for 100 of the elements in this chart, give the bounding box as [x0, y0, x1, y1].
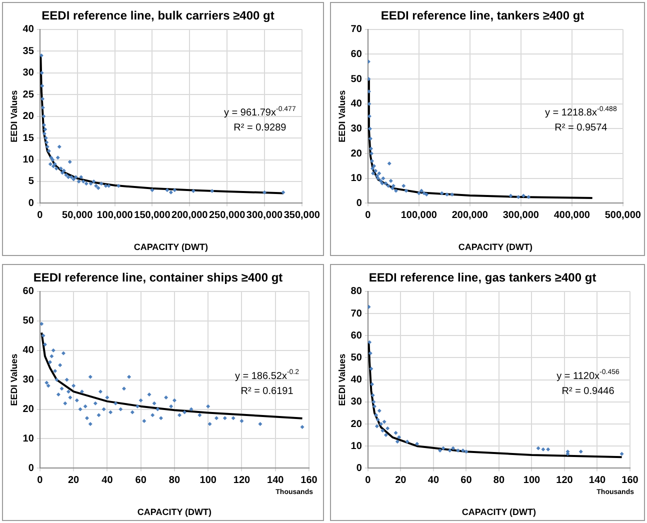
x-tick-label: 300,000: [502, 210, 540, 221]
x-tick-label: 120: [233, 474, 251, 486]
y-tick-label: 10: [350, 173, 362, 184]
point: [368, 89, 371, 94]
x-tick-label: 400,000: [554, 210, 590, 221]
point: [536, 446, 540, 450]
point: [391, 184, 396, 188]
y-tick-label: 50: [350, 74, 362, 85]
point: [379, 422, 384, 426]
point: [66, 390, 71, 394]
chart-title: EEDI reference line, gas tankers ≥400 gt: [368, 270, 596, 285]
point: [378, 178, 383, 183]
point: [374, 413, 378, 418]
point: [370, 393, 375, 398]
point: [40, 96, 45, 101]
point: [98, 390, 102, 394]
x-axis-title: CAPACITY (DWT): [137, 507, 212, 518]
point: [159, 416, 164, 420]
point: [208, 422, 212, 426]
point: [240, 419, 244, 424]
point: [370, 166, 375, 170]
point: [147, 392, 152, 397]
point: [369, 152, 374, 156]
point: [370, 382, 374, 386]
point: [50, 158, 55, 162]
x-axis-title: CAPACITY (DWT): [458, 242, 533, 252]
y-tick-label: 20: [350, 148, 362, 160]
y-tick-label: 10: [22, 433, 34, 444]
x-tick-label: 100,000: [400, 210, 438, 221]
point: [388, 178, 393, 183]
point: [419, 188, 424, 193]
point: [50, 354, 54, 358]
point: [394, 430, 398, 435]
point: [424, 192, 429, 197]
point: [508, 194, 513, 198]
x-tick-label: 500,000: [604, 210, 642, 221]
point: [40, 84, 44, 88]
point: [104, 184, 108, 188]
y-tick-label: 15: [22, 132, 34, 144]
point: [46, 149, 51, 154]
x-tick-label: 0: [37, 210, 44, 221]
point: [44, 140, 49, 144]
chart-title: EEDI reference line, tankers ≥400 gt: [380, 8, 584, 23]
point: [368, 304, 371, 309]
y-tick-label: 30: [350, 123, 362, 134]
x-tick-label: 140: [588, 474, 606, 486]
point: [142, 419, 146, 424]
point: [102, 407, 106, 412]
x-tick-label: 0: [365, 210, 372, 221]
point: [281, 190, 286, 194]
y-tick-label: 70: [350, 24, 362, 36]
y-tick-label: 20: [22, 111, 34, 122]
point: [44, 380, 49, 385]
point: [460, 448, 465, 453]
y-axis-title: EEDI Values: [336, 354, 347, 406]
y-tick-label: 10: [350, 440, 362, 452]
point: [368, 340, 372, 344]
point: [380, 428, 385, 433]
point: [43, 127, 48, 132]
point: [68, 160, 72, 164]
point: [172, 188, 177, 192]
point: [386, 184, 390, 188]
point: [62, 168, 66, 173]
x-tick-label: 0: [37, 474, 44, 486]
point: [76, 179, 81, 184]
y-tick-label: 30: [22, 374, 34, 386]
x-tick-label: 40: [102, 474, 114, 486]
point: [198, 413, 202, 418]
x-tick-label: 100,000: [96, 210, 134, 221]
point: [78, 407, 82, 412]
y-tick-label: 20: [22, 404, 34, 416]
point: [72, 384, 76, 388]
x-tick-label: 20: [395, 474, 407, 486]
point: [516, 194, 520, 199]
point: [382, 420, 386, 424]
point: [368, 114, 372, 118]
point: [395, 440, 400, 444]
point: [64, 378, 69, 382]
point: [40, 70, 44, 75]
point: [69, 175, 74, 180]
point: [93, 401, 98, 406]
point: [387, 161, 392, 166]
y-tick-label: 30: [22, 68, 34, 79]
y-tick-label: 60: [350, 48, 362, 60]
point: [422, 191, 426, 196]
y-tick-label: 40: [350, 98, 362, 110]
point: [42, 122, 46, 127]
point: [46, 384, 50, 388]
point: [164, 395, 168, 400]
point: [79, 175, 84, 180]
point: [40, 106, 45, 110]
point: [300, 424, 304, 429]
point: [526, 194, 531, 199]
point: [191, 189, 196, 194]
point: [402, 184, 406, 188]
point: [66, 175, 70, 180]
point: [80, 390, 84, 394]
point: [541, 447, 546, 452]
point: [169, 404, 174, 408]
x-tick-label: 350,000: [284, 210, 320, 221]
